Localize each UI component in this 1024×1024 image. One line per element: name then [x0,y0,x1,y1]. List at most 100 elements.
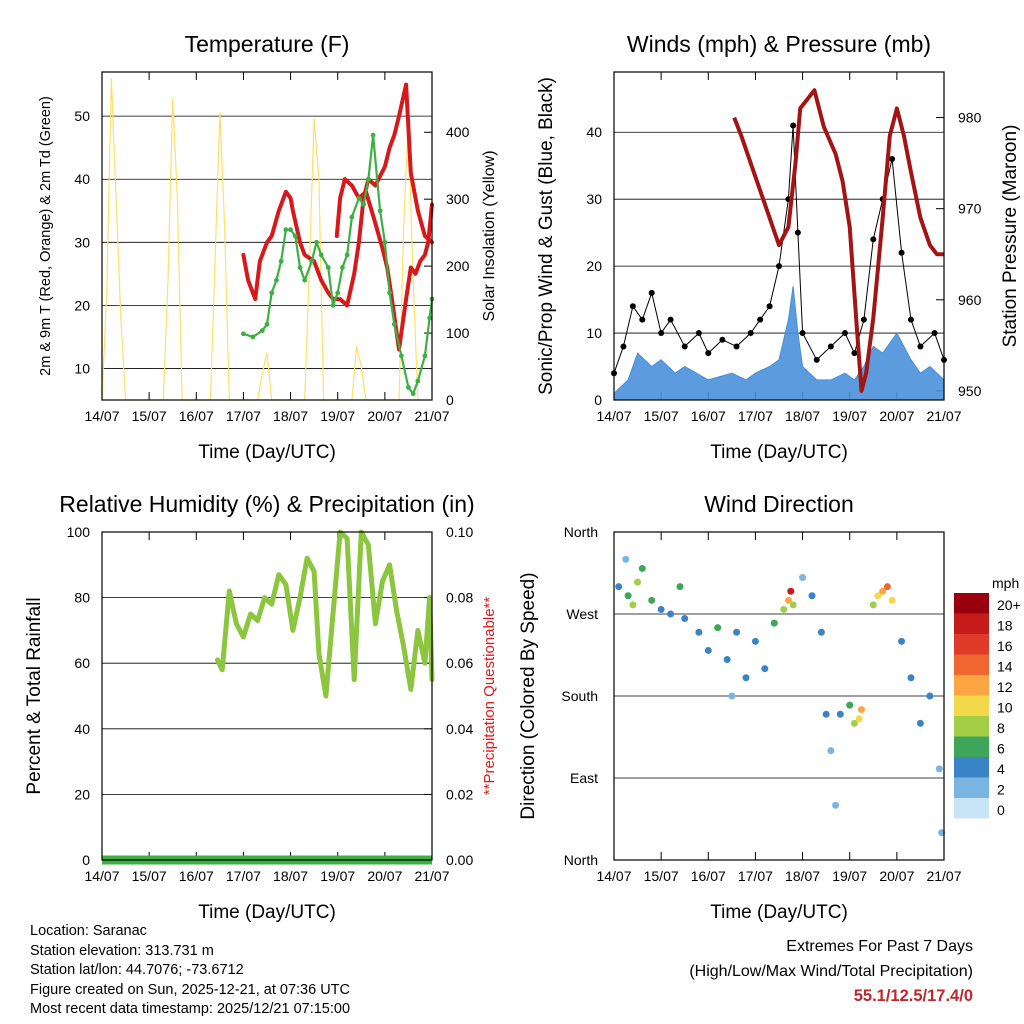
direction-point [667,610,675,618]
direction-point [827,747,835,755]
y-right-tick-label: 400 [446,124,470,140]
y-tick-label: 60 [74,655,90,671]
y-tick-label: 100 [67,524,91,540]
colorbar-label: 16 [997,638,1013,654]
dewpoint-point [398,353,404,359]
y-tick-label: 40 [74,721,90,737]
direction-point [789,601,797,609]
y-tick-label: 0 [594,392,602,408]
direction-point [695,628,703,636]
y-tick-label: North [564,524,598,540]
dewpoint-point [241,331,246,337]
dewpoint-point [259,328,265,334]
x-tick-label: 19/07 [832,868,867,884]
dewpoint-point [297,265,303,270]
x-tick-label: 18/07 [273,868,308,884]
dewpoint-point [391,321,397,327]
y-right-tick-label: 0.02 [446,786,473,802]
x-tick-label: 19/07 [320,408,355,424]
x-tick-label: 15/07 [644,408,679,424]
humidity-title: Relative Humidity (%) & Precipitation (i… [59,491,474,517]
dewpoint-point [309,258,315,264]
dewpoint-point [250,334,256,340]
y-right-tick-label: 0.10 [446,524,473,540]
station-metadata: Location: Saranac Station elevation: 313… [30,922,350,1020]
x-tick-label: 16/07 [179,408,214,424]
humidity-series-line [215,529,435,699]
x-tick-label: 17/07 [226,868,261,884]
latlon-text: Station lat/lon: 44.7076; -73.6712 [30,962,244,978]
direction-point [761,665,769,673]
direction-point [638,564,646,572]
x-tick-label: 20/07 [879,868,914,884]
colorbar-label: 10 [997,700,1013,716]
gust-series-line [613,125,945,374]
y-tick-label: 30 [586,191,602,207]
dewpoint-point [330,302,336,308]
y-right-tick-label: 100 [446,325,470,341]
direction-point [898,637,906,645]
direction-point [723,656,731,664]
direction-point [648,596,656,604]
direction-point [787,587,795,595]
x-tick-label: 19/07 [832,408,867,424]
wind-series-area [613,286,945,401]
dewpoint-point [283,227,289,233]
direction-point [822,710,830,718]
y-tick-label: 10 [74,360,90,376]
direction-ylabel: Direction (Colored By Speed) [518,572,539,819]
colorbar-swatch [954,757,989,778]
direction-point [681,615,689,623]
y-right-tick-label: 950 [958,383,982,399]
direction-point [935,765,943,773]
direction-point [916,719,924,727]
dewpoint-point [264,321,270,327]
x-tick-label: 16/07 [691,408,726,424]
y-right-tick-label: 0.04 [446,721,473,737]
extremes-values: 55.1/12.5/17.4/0 [853,987,973,1005]
direction-point [799,574,807,582]
x-tick-label: 21/07 [926,408,961,424]
colorbar-label: 2 [997,782,1005,798]
humidity-ylabel-right: **Precipitation Questionable** [481,597,498,796]
dewpoint-point [269,290,275,296]
plot-border [101,531,433,861]
y-tick-label: 10 [586,325,602,341]
y-right-tick-label: 200 [446,258,470,274]
direction-point [874,592,882,600]
dewpoint-point [415,378,421,384]
colorbar-swatch [954,777,989,798]
dewpoint-point [410,391,416,397]
dewpoint-point [382,239,388,245]
y-tick-label: 0 [82,852,90,868]
y-right-tick-label: 970 [958,201,982,217]
y-tick-label: South [561,688,598,704]
y-right-tick-label: 0.08 [446,590,473,606]
x-tick-label: 16/07 [179,868,214,884]
y-tick-label: East [570,770,598,786]
y-right-tick-label: 0.00 [446,852,473,868]
x-tick-label: 15/07 [132,408,167,424]
dewpoint-point [365,176,371,182]
direction-point [622,555,630,563]
direction-point [855,715,863,723]
direction-point [938,829,946,837]
colorbar-swatch [954,716,989,737]
direction-point [634,578,642,586]
x-tick-label: 18/07 [785,868,820,884]
plot-border [613,71,945,401]
x-tick-label: 15/07 [644,868,679,884]
extremes-subtitle: (High/Low/Max Wind/Total Precipitation) [689,963,973,980]
dewpoint-point [356,195,362,201]
direction-point [615,583,623,591]
direction-point [714,624,722,632]
x-tick-label: 16/07 [691,868,726,884]
x-tick-label: 14/07 [84,408,119,424]
y-tick-label: 20 [74,297,90,313]
direction-xlabel: Time (Day/UTC) [710,902,848,923]
colorbar-swatch [954,613,989,634]
x-tick-label: 21/07 [926,868,961,884]
temperature-ylabel-right: Solar Insolation (Yellow) [481,150,498,321]
temperature-xlabel: Time (Day/UTC) [198,442,336,463]
y-tick-label: 80 [74,590,90,606]
